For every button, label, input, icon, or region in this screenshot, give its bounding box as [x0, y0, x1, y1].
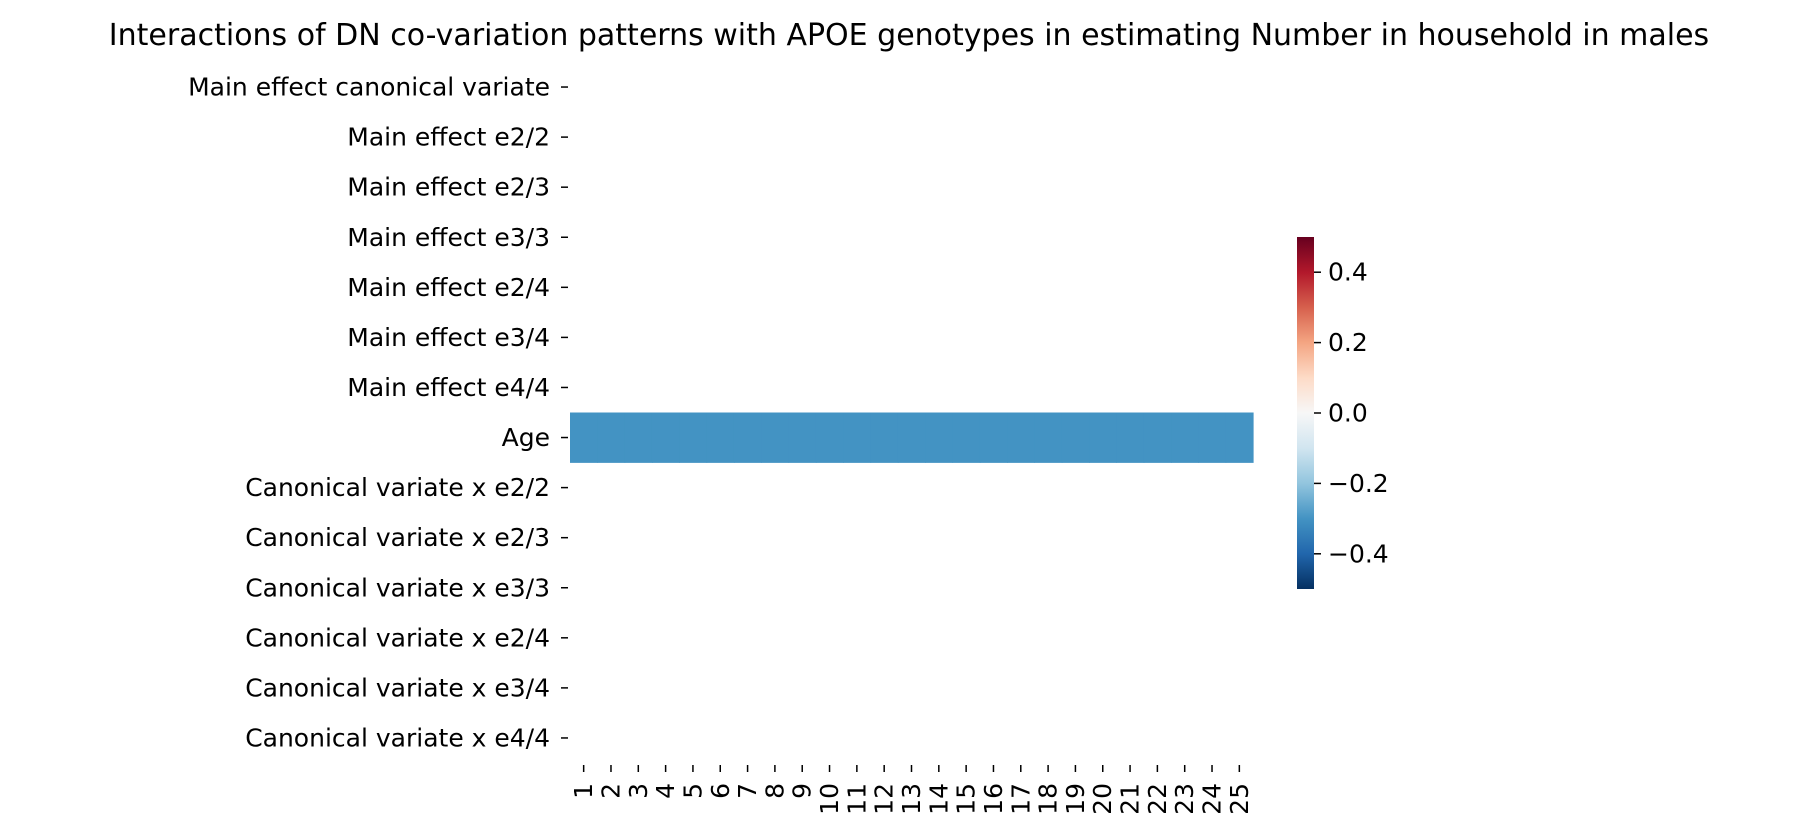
column-label: 22	[1143, 783, 1172, 815]
column-label: 1	[569, 783, 598, 799]
column-label: 16	[979, 783, 1008, 815]
heatmap-cell	[570, 412, 598, 463]
colorbar-ticks: 0.4 0.2 0.0 −0.2 −0.4	[1314, 258, 1389, 568]
column-label: 4	[651, 783, 680, 799]
column-label: 18	[1034, 783, 1063, 815]
heatmap-cell	[1225, 412, 1254, 463]
column-label: 24	[1198, 783, 1227, 815]
row-label: Main effect e4/4	[347, 373, 550, 402]
row-label: Main effect e2/4	[347, 273, 550, 302]
colorbar-tick-label: 0.0	[1328, 399, 1368, 428]
chart-title: Interactions of DN co-variation patterns…	[109, 18, 1709, 53]
heatmap-cell	[1089, 412, 1117, 463]
column-label: 17	[1006, 783, 1035, 815]
heatmap-cell	[624, 412, 653, 463]
heatmap-cell	[815, 412, 844, 463]
colorbar-tick-label: −0.2	[1328, 469, 1389, 498]
row-labels: Main effect canonical variate Main effect…	[188, 73, 568, 752]
column-label: 3	[624, 783, 653, 799]
row-label: Canonical variate x e3/3	[245, 573, 550, 602]
column-label: 11	[842, 783, 871, 815]
column-label: 23	[1170, 783, 1199, 815]
heatmap-cell	[1007, 412, 1036, 463]
heatmap-cell	[1171, 412, 1199, 463]
column-label: 25	[1225, 783, 1254, 815]
heatmap-cell	[706, 412, 735, 463]
row-label: Canonical variate x e3/4	[245, 673, 550, 702]
heatmap-cell	[925, 412, 954, 463]
row-label: Main effect e3/3	[347, 223, 550, 252]
row-label: Main effect canonical variate	[188, 73, 550, 102]
heatmap-cell	[1143, 412, 1172, 463]
heatmap-cell	[979, 412, 1008, 463]
row-label: Main effect e2/3	[347, 173, 550, 202]
column-label: 15	[952, 783, 981, 815]
row-label: Canonical variate x e2/2	[245, 473, 550, 502]
heatmap-cell	[733, 412, 762, 463]
heatmap-cell	[952, 412, 981, 463]
heatmap-cell	[1116, 412, 1145, 463]
column-label: 7	[733, 783, 762, 799]
column-label: 14	[924, 783, 953, 815]
column-labels: 1234567891011121314151617181920212223242…	[569, 765, 1254, 815]
heatmap-cell	[597, 412, 626, 463]
heatmap-cell	[1061, 412, 1090, 463]
column-label: 5	[678, 783, 707, 799]
column-label: 21	[1116, 783, 1145, 815]
column-label: 19	[1061, 783, 1090, 815]
heatmap-cell	[870, 412, 899, 463]
row-label: Canonical variate x e4/4	[245, 723, 550, 752]
column-label: 9	[788, 783, 817, 799]
column-label: 10	[815, 783, 844, 815]
row-label: Age	[502, 423, 550, 452]
heatmap-cell	[843, 412, 872, 463]
row-label: Canonical variate x e2/3	[245, 523, 550, 552]
column-label: 12	[870, 783, 899, 815]
heatmap-cell	[788, 412, 817, 463]
row-label: Canonical variate x e2/4	[245, 623, 550, 652]
colorbar-tick-label: 0.2	[1328, 328, 1368, 357]
heatmap-cell	[897, 412, 926, 463]
row-label: Main effect e2/2	[347, 123, 550, 152]
row-label: Main effect e3/4	[347, 323, 550, 352]
column-label: 20	[1088, 783, 1117, 815]
column-label: 6	[706, 783, 735, 799]
column-label: 8	[760, 783, 789, 799]
heatmap-cell	[1034, 412, 1063, 463]
heatmap-cell	[651, 412, 680, 463]
column-label: 13	[897, 783, 926, 815]
colorbar: 0.4 0.2 0.0 −0.2 −0.4	[1297, 237, 1389, 589]
heatmap-cell	[761, 412, 790, 463]
colorbar-tick-label: −0.4	[1328, 539, 1389, 568]
heatmap-cells	[570, 412, 1254, 463]
heatmap-cell	[679, 412, 708, 463]
colorbar-gradient	[1297, 237, 1314, 589]
colorbar-tick-label: 0.4	[1328, 258, 1368, 287]
column-label: 2	[596, 783, 625, 799]
heatmap-cell	[1198, 412, 1227, 463]
